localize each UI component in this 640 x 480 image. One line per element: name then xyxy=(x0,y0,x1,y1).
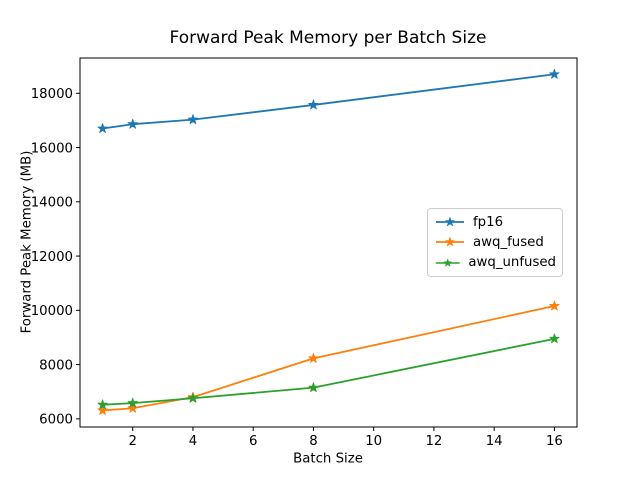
y-axis-tick-label: 6000 xyxy=(39,413,73,428)
series-marker-fp16 xyxy=(308,99,319,110)
series-line-awq_unfused xyxy=(102,337,555,406)
x-axis-tick-label: 12 xyxy=(425,434,442,449)
legend-line-icon-awq_fused xyxy=(436,237,464,247)
legend-entry-awq_fused: awq_fused xyxy=(434,232,556,252)
series-line-awq_fused xyxy=(102,305,555,412)
legend-star-marker xyxy=(443,258,452,267)
chart-title: Forward Peak Memory per Batch Size xyxy=(169,28,487,48)
y-axis-tick-label: 8000 xyxy=(39,358,73,373)
legend: fp16 awq_fused awq_unfused xyxy=(427,208,563,277)
series-marker-awq_unfused xyxy=(549,333,560,344)
x-axis-tick-label: 4 xyxy=(189,434,197,449)
legend-entry-awq_unfused: awq_unfused xyxy=(434,253,556,273)
legend-line-icon-fp16 xyxy=(436,217,464,227)
series-marker-fp16 xyxy=(549,68,560,79)
x-axis-tick-label: 16 xyxy=(546,434,563,449)
x-axis-tick-label: 2 xyxy=(128,434,136,449)
x-axis-tick-label: 14 xyxy=(486,434,503,449)
series-marker-fp16 xyxy=(97,123,108,133)
series-marker-awq_fused xyxy=(308,352,319,363)
series-line-fp16 xyxy=(102,73,555,130)
x-axis-tick-label: 10 xyxy=(365,434,382,449)
y-axis-tick-label: 10000 xyxy=(31,304,73,319)
axes-frame xyxy=(79,57,578,428)
legend-star-marker xyxy=(445,237,455,247)
series-marker-awq_unfused xyxy=(127,397,138,408)
y-axis-tick-label: 18000 xyxy=(31,87,73,102)
series-marker-awq_unfused xyxy=(187,392,199,403)
series-marker-awq_fused xyxy=(97,405,108,415)
x-axis-tick-label: 8 xyxy=(309,434,317,449)
legend-label-fp16: fp16 xyxy=(473,214,504,230)
series-marker-fp16 xyxy=(187,114,199,125)
legend-entry-fp16: fp16 xyxy=(434,212,556,232)
y-axis-tick-label: 14000 xyxy=(31,196,73,211)
y-axis-tick-label: 16000 xyxy=(31,141,73,156)
legend-line-icon-awq_unfused xyxy=(435,258,460,267)
legend-label-awq_unfused: awq_unfused xyxy=(468,255,556,271)
series-marker-awq_unfused xyxy=(97,399,108,410)
series-marker-awq_fused xyxy=(549,300,560,311)
x-axis-tick-label: 6 xyxy=(249,434,257,449)
legend-star-marker xyxy=(445,217,455,227)
legend-label-awq_fused: awq_fused xyxy=(473,234,544,250)
series-marker-fp16 xyxy=(127,118,138,129)
x-axis-label: Batch Size xyxy=(293,451,363,467)
y-axis-tick-label: 12000 xyxy=(31,250,73,265)
series-marker-awq_fused xyxy=(127,402,138,413)
series-marker-awq_unfused xyxy=(308,382,319,393)
